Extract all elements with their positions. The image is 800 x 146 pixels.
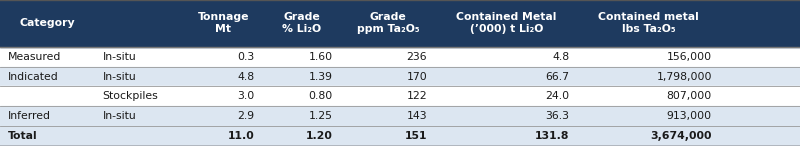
Text: 131.8: 131.8 [535,131,570,141]
Text: 66.7: 66.7 [546,72,570,81]
Text: In-situ: In-situ [102,111,136,121]
Bar [0,0,800,47]
Text: Stockpiles: Stockpiles [102,91,158,101]
Text: 1.39: 1.39 [309,72,333,81]
Text: 143: 143 [406,111,427,121]
Text: 170: 170 [406,72,427,81]
Text: 4.8: 4.8 [553,52,570,62]
Text: 913,000: 913,000 [667,111,712,121]
Text: Indicated: Indicated [8,72,58,81]
Text: Grade
ppm Ta₂O₅: Grade ppm Ta₂O₅ [357,12,419,34]
Text: Contained Metal
(’000) t Li₂O: Contained Metal (’000) t Li₂O [456,12,557,34]
Text: 236: 236 [406,52,427,62]
Bar [0,47,800,67]
Text: 807,000: 807,000 [666,91,712,101]
Text: In-situ: In-situ [102,52,136,62]
Text: 1,798,000: 1,798,000 [657,72,712,81]
Text: 0.3: 0.3 [237,52,254,62]
Text: 11.0: 11.0 [228,131,254,141]
Bar [0,67,800,86]
Text: 156,000: 156,000 [667,52,712,62]
Bar [0,126,800,146]
Text: Contained metal
lbs Ta₂O₅: Contained metal lbs Ta₂O₅ [598,12,699,34]
Bar [0,86,800,106]
Text: 1.20: 1.20 [306,131,333,141]
Text: 1.25: 1.25 [309,111,333,121]
Text: 3,674,000: 3,674,000 [650,131,712,141]
Text: 2.9: 2.9 [238,111,254,121]
Text: Inferred: Inferred [8,111,51,121]
Text: 1.60: 1.60 [309,52,333,62]
Text: Total: Total [8,131,38,141]
Text: Tonnage
Mt: Tonnage Mt [198,12,249,34]
Text: In-situ: In-situ [102,72,136,81]
Text: 3.0: 3.0 [237,91,254,101]
Text: 24.0: 24.0 [546,91,570,101]
Text: 36.3: 36.3 [546,111,570,121]
Text: 4.8: 4.8 [238,72,254,81]
Text: 151: 151 [405,131,427,141]
Text: 0.80: 0.80 [309,91,333,101]
Text: 122: 122 [406,91,427,101]
Bar [0,106,800,126]
Text: Measured: Measured [8,52,62,62]
Text: Grade
% Li₂O: Grade % Li₂O [282,12,321,34]
Text: Category: Category [19,18,75,28]
